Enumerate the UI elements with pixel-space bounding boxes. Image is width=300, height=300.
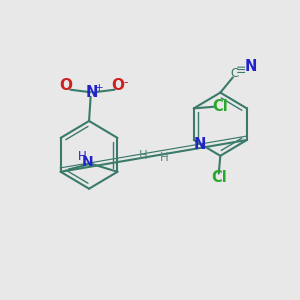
Text: H: H: [160, 152, 169, 164]
Text: Cl: Cl: [212, 99, 228, 114]
Text: O: O: [111, 78, 124, 93]
Text: H: H: [139, 149, 148, 162]
Text: H: H: [78, 150, 86, 163]
Text: ≡: ≡: [236, 64, 247, 77]
Text: C: C: [230, 67, 238, 80]
Text: N: N: [244, 59, 257, 74]
Text: O: O: [60, 78, 73, 93]
Text: N: N: [194, 137, 206, 152]
Text: N: N: [86, 85, 98, 100]
Text: -: -: [123, 76, 128, 89]
Text: +: +: [95, 83, 104, 93]
Text: Cl: Cl: [211, 170, 226, 185]
Text: N: N: [82, 155, 94, 169]
